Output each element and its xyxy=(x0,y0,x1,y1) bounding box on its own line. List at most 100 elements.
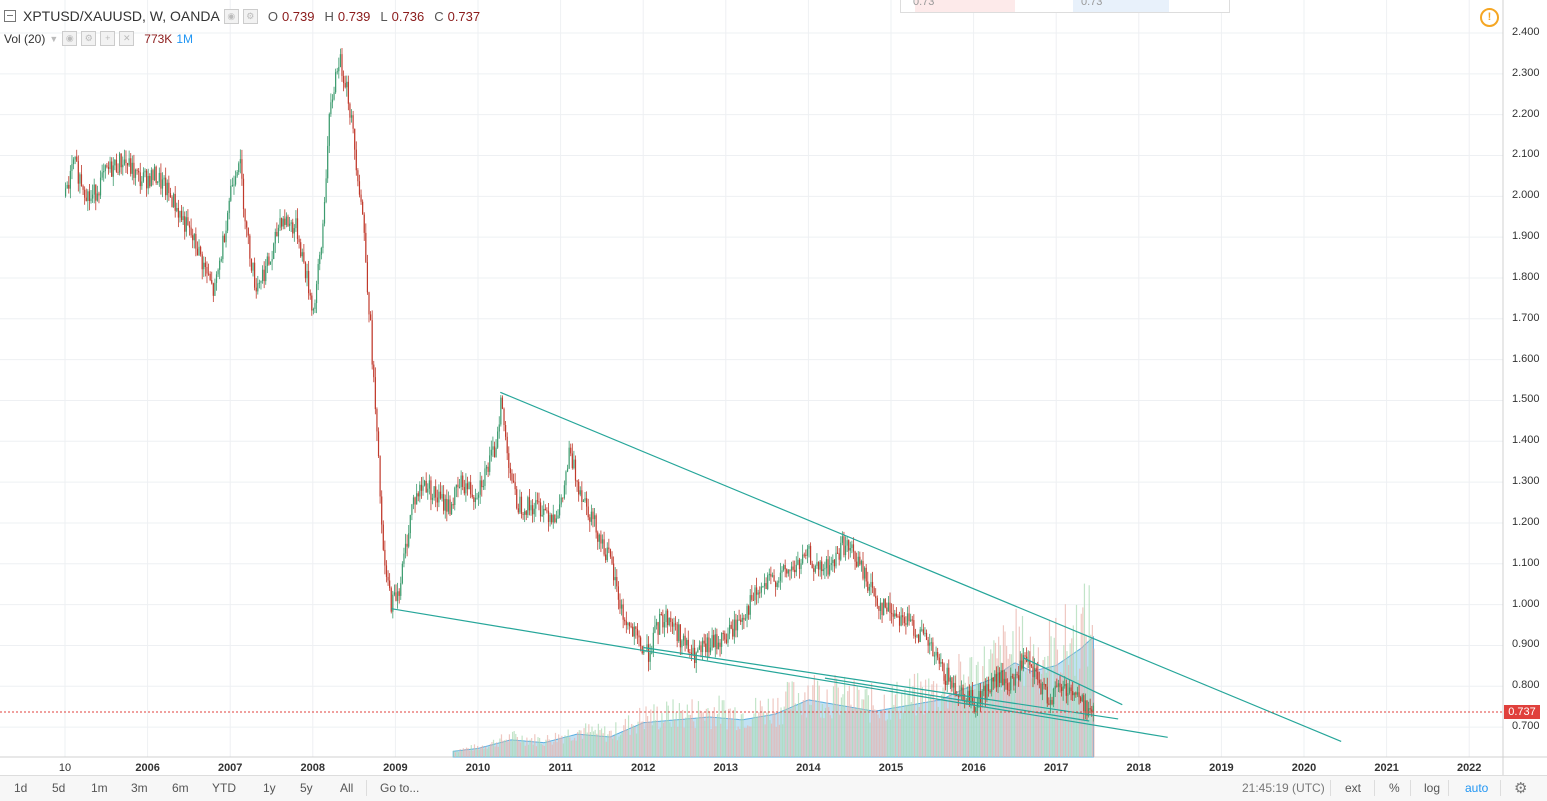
high-label: H xyxy=(324,8,334,24)
chevron-down-icon[interactable]: ▼ xyxy=(49,33,59,44)
volume-bar xyxy=(572,740,574,757)
x-tick-label: 2019 xyxy=(1209,762,1234,774)
eye-icon[interactable]: ◉ xyxy=(62,31,78,46)
candle-body xyxy=(924,632,926,634)
eye-icon[interactable]: ◉ xyxy=(223,8,239,24)
utc-clock[interactable]: 21:45:19 (UTC) xyxy=(1242,781,1325,795)
volume-bar xyxy=(588,724,590,757)
candle-body xyxy=(601,539,604,544)
candle-body xyxy=(188,225,191,228)
close-icon[interactable]: ✕ xyxy=(119,31,135,46)
volume-bar xyxy=(905,704,908,757)
volume-bar xyxy=(467,748,469,757)
volume-bar xyxy=(607,734,609,757)
volume-label[interactable]: Vol (20) xyxy=(4,31,46,46)
ext-toggle[interactable]: ext xyxy=(1345,781,1362,795)
candle-body xyxy=(217,269,219,275)
auto-toggle[interactable]: auto xyxy=(1465,781,1489,795)
candle-body xyxy=(808,545,810,549)
volume-bar xyxy=(489,743,491,757)
volume-bar xyxy=(945,699,947,757)
close-value: 0.737 xyxy=(447,8,481,24)
volume-bar xyxy=(626,729,628,757)
volume-bar xyxy=(532,744,534,757)
volume-bar xyxy=(591,726,593,757)
volume-bar xyxy=(720,723,722,757)
volume-bar xyxy=(1044,656,1046,757)
candle-body xyxy=(85,197,87,201)
volume-bar xyxy=(1061,673,1063,757)
candle-body xyxy=(416,493,418,505)
candle-body xyxy=(889,602,891,613)
volume-bar xyxy=(910,702,912,757)
volume-bar xyxy=(726,729,728,757)
log-toggle[interactable]: log xyxy=(1424,781,1441,795)
candle-body xyxy=(478,494,480,498)
range-1d[interactable]: 1d xyxy=(14,781,28,795)
candle-body xyxy=(428,480,430,489)
settings-icon[interactable]: ⚙ xyxy=(242,8,258,24)
candle-body xyxy=(914,635,917,637)
candle-body xyxy=(204,262,206,267)
price-chart[interactable] xyxy=(0,0,1547,775)
add-icon[interactable]: + xyxy=(100,31,116,46)
candle-body xyxy=(559,504,561,516)
candle-body xyxy=(787,570,789,574)
volume-bar xyxy=(705,708,707,757)
range-ytd[interactable]: YTD xyxy=(212,781,236,795)
candle-body xyxy=(93,184,95,195)
candle-body xyxy=(822,569,824,572)
volume-bar xyxy=(882,709,884,757)
volume-bar xyxy=(624,718,626,757)
volume-bar xyxy=(842,694,844,757)
floating-panel: 0.73 0.73 xyxy=(900,0,1230,13)
volume-bar xyxy=(566,736,568,757)
range-1y[interactable]: 1y xyxy=(263,781,276,795)
y-tick-label: 1.100 xyxy=(1512,556,1540,569)
candle-body xyxy=(570,447,572,454)
alert-icon[interactable]: ! xyxy=(1480,8,1499,27)
volume-bar xyxy=(826,689,828,757)
candle-body xyxy=(857,556,859,567)
candle-body xyxy=(597,532,599,542)
volume-bar xyxy=(885,720,887,757)
candle-body xyxy=(898,616,901,626)
volume-bar xyxy=(801,714,803,757)
candle-body xyxy=(422,485,424,491)
candle-body xyxy=(956,694,958,696)
volume-bar xyxy=(1058,683,1060,757)
volume-bar xyxy=(1056,649,1059,757)
range-all[interactable]: All xyxy=(340,781,354,795)
volume-bar xyxy=(743,727,746,757)
volume-bar xyxy=(681,709,684,757)
volume-bar xyxy=(1085,634,1087,757)
candle-body xyxy=(373,364,375,378)
range-1m[interactable]: 1m xyxy=(91,781,108,795)
goto-button[interactable]: Go to... xyxy=(380,781,420,795)
range-6m[interactable]: 6m xyxy=(172,781,189,795)
volume-bar xyxy=(658,729,660,757)
candle-body xyxy=(725,639,727,643)
candle-body xyxy=(916,634,918,637)
range-3m[interactable]: 3m xyxy=(131,781,148,795)
volume-bar xyxy=(745,727,747,757)
range-5d[interactable]: 5d xyxy=(52,781,66,795)
percent-toggle[interactable]: % xyxy=(1389,781,1400,795)
candle-body xyxy=(369,314,372,321)
range-5y[interactable]: 5y xyxy=(300,781,313,795)
candle-body xyxy=(225,230,227,243)
candle-body xyxy=(616,577,618,587)
y-tick-label: 1.000 xyxy=(1512,597,1540,610)
candle-body xyxy=(1006,683,1009,690)
volume-bar xyxy=(524,745,526,757)
symbol-title[interactable]: XPTUSD/XAUUSD, W, OANDA xyxy=(23,8,220,24)
candle-body xyxy=(1002,670,1004,686)
candle-body xyxy=(115,159,118,172)
gear-icon[interactable]: ⚙ xyxy=(1514,780,1528,797)
candle-body xyxy=(106,165,108,167)
candle-body xyxy=(392,594,394,612)
settings-icon[interactable]: ⚙ xyxy=(81,31,97,46)
collapse-icon[interactable] xyxy=(4,10,16,22)
volume-bar xyxy=(570,740,572,757)
candle-body xyxy=(698,645,700,650)
